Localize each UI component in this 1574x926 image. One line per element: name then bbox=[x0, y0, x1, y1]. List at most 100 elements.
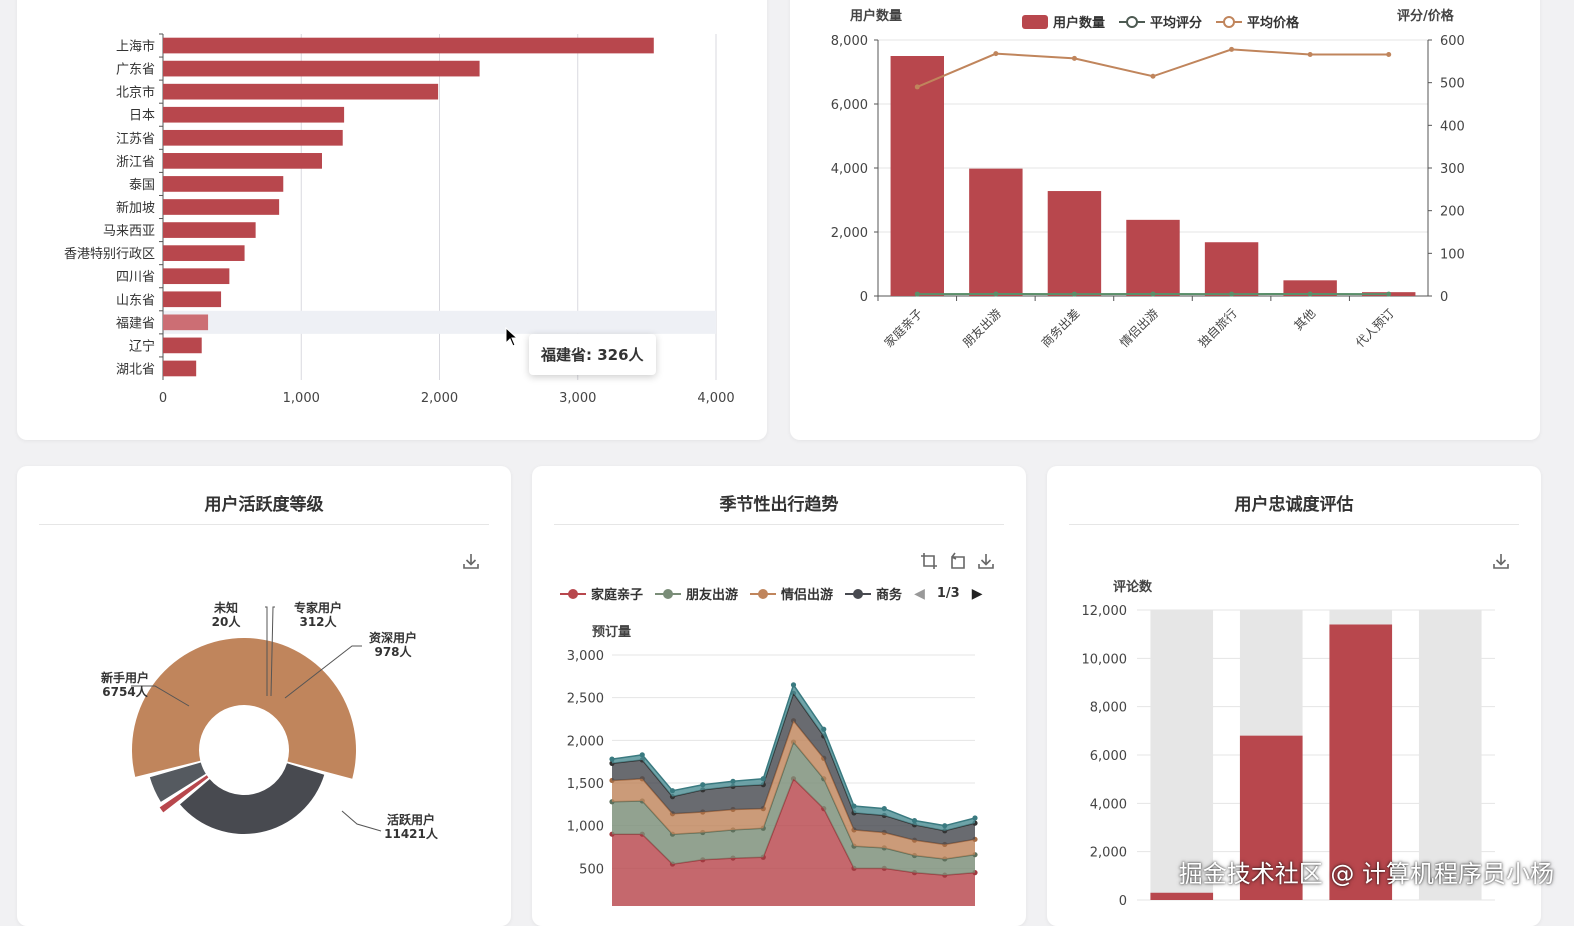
area-series-point bbox=[821, 727, 826, 732]
y-axis-title: 预订量 bbox=[592, 624, 631, 640]
slice-value-label: 11421人 bbox=[384, 826, 439, 841]
rating-point bbox=[1151, 292, 1156, 297]
y-category-label: 湖北省 bbox=[116, 362, 155, 377]
area-series-point bbox=[972, 815, 977, 820]
y-category-label: 广东省 bbox=[116, 63, 155, 78]
travel-combo-chart: 用户数量评分/价格02,0004,0006,0008,0000100200300… bbox=[790, 0, 1540, 440]
bar bbox=[163, 338, 202, 354]
bar bbox=[1126, 220, 1179, 296]
y-tick-label-left: 0 bbox=[860, 290, 868, 305]
price-point bbox=[915, 84, 920, 89]
y-tick-label: 4,000 bbox=[1090, 797, 1127, 812]
y-axis-title-left: 用户数量 bbox=[849, 8, 902, 24]
y-tick-label-right: 600 bbox=[1440, 34, 1465, 49]
price-point bbox=[1151, 74, 1156, 79]
label-leader-line bbox=[342, 811, 381, 831]
donut-slice bbox=[132, 638, 356, 779]
rating-point bbox=[915, 292, 920, 297]
y-tick-label: 2,500 bbox=[567, 692, 604, 707]
y-tick-label-left: 2,000 bbox=[831, 226, 868, 241]
area-series-point bbox=[670, 788, 675, 793]
rating-point bbox=[1386, 292, 1391, 297]
slice-value-label: 20人 bbox=[212, 614, 242, 629]
x-tick-label: 4,000 bbox=[697, 391, 734, 406]
y-category-label: 四川省 bbox=[116, 270, 155, 285]
slice-value-label: 6754人 bbox=[102, 684, 148, 699]
y-tick-label: 2,000 bbox=[567, 734, 604, 749]
y-tick-label: 0 bbox=[1119, 894, 1127, 906]
area-series-point bbox=[882, 806, 887, 811]
bar bbox=[163, 38, 654, 54]
x-tick-label: 0 bbox=[159, 391, 167, 406]
y-category-label: 上海市 bbox=[116, 39, 155, 55]
x-category-label: 家庭亲子 bbox=[881, 306, 926, 351]
x-category-label: 独自旅行 bbox=[1196, 306, 1240, 350]
area-series-point bbox=[851, 803, 856, 808]
bar bbox=[1048, 191, 1101, 296]
y-tick-label-right: 300 bbox=[1440, 162, 1465, 177]
area-series-point bbox=[791, 682, 796, 687]
area-series-point bbox=[912, 818, 917, 823]
rating-point bbox=[993, 292, 998, 297]
y-tick-label-right: 500 bbox=[1440, 77, 1465, 92]
y-category-label: 山东省 bbox=[116, 293, 155, 308]
y-tick-label: 6,000 bbox=[1090, 749, 1127, 764]
y-tick-label-left: 8,000 bbox=[831, 34, 868, 49]
y-tick-label-left: 4,000 bbox=[831, 162, 868, 177]
bar bbox=[163, 245, 245, 261]
x-category-label: 其他 bbox=[1291, 306, 1318, 333]
y-category-label: 日本 bbox=[129, 109, 155, 124]
price-line bbox=[917, 49, 1388, 87]
y-tick-label: 12,000 bbox=[1082, 604, 1128, 619]
y-category-label: 马来西亚 bbox=[103, 224, 155, 239]
bar bbox=[163, 61, 480, 77]
area-series-point bbox=[640, 752, 645, 757]
bar bbox=[163, 314, 208, 330]
slice-label: 资深用户 bbox=[369, 630, 417, 645]
area-series-point bbox=[942, 823, 947, 828]
y-tick-label: 2,000 bbox=[1090, 846, 1127, 861]
price-point bbox=[1386, 52, 1391, 57]
bar bbox=[163, 130, 343, 146]
price-point bbox=[993, 51, 998, 56]
y-category-label: 辽宁 bbox=[129, 338, 155, 354]
y-tick-label-right: 400 bbox=[1440, 119, 1465, 134]
x-category-label: 情侣出游 bbox=[1117, 306, 1162, 351]
slice-value-label: 978人 bbox=[374, 644, 412, 659]
y-tick-label-right: 100 bbox=[1440, 247, 1465, 262]
mouse-cursor-icon bbox=[505, 327, 519, 347]
x-category-label: 代人预订 bbox=[1353, 306, 1397, 350]
area-series-point bbox=[761, 776, 766, 781]
y-category-label: 泰国 bbox=[129, 178, 155, 193]
y-category-label: 新加坡 bbox=[116, 200, 155, 216]
y-tick-label: 1,500 bbox=[567, 777, 604, 792]
slice-label: 未知 bbox=[213, 600, 238, 615]
x-tick-label: 2,000 bbox=[421, 391, 458, 406]
hover-band bbox=[163, 311, 716, 334]
price-point bbox=[1072, 56, 1077, 61]
y-category-label: 浙江省 bbox=[116, 155, 155, 170]
y-tick-label: 10,000 bbox=[1082, 652, 1128, 667]
bar bbox=[163, 84, 438, 100]
y-tick-label-left: 6,000 bbox=[831, 98, 868, 113]
slice-label: 新手用户 bbox=[101, 670, 149, 685]
area-series-point bbox=[730, 779, 735, 784]
x-tick-label: 1,000 bbox=[283, 391, 320, 406]
bar bbox=[163, 291, 221, 307]
x-category-label: 朋友出游 bbox=[960, 306, 1004, 350]
bar bbox=[891, 56, 944, 296]
slice-label: 活跃用户 bbox=[387, 812, 435, 827]
area-series-point bbox=[700, 782, 705, 787]
y-category-label: 北京市 bbox=[116, 85, 155, 101]
y-tick-label-right: 0 bbox=[1440, 290, 1448, 305]
bar bbox=[163, 153, 322, 169]
y-category-label: 福建省 bbox=[116, 316, 155, 331]
bar bbox=[1150, 893, 1213, 900]
